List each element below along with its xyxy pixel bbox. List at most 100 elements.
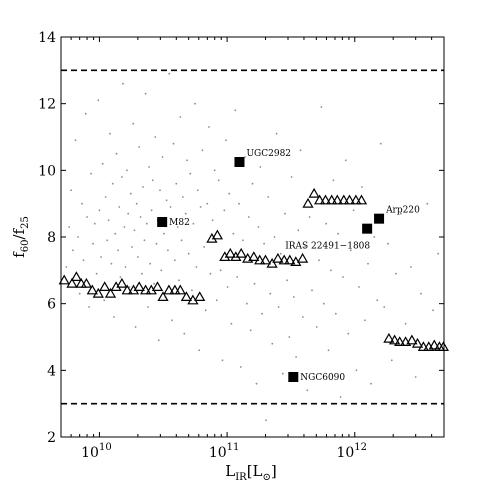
background-point xyxy=(128,286,131,288)
background-point xyxy=(269,292,272,295)
point-label: UGC2982 xyxy=(246,149,291,159)
background-point xyxy=(178,279,180,282)
background-point xyxy=(187,252,190,255)
triangle-point xyxy=(211,229,224,240)
x-tick-label: 1010 xyxy=(81,442,112,461)
triangle-point xyxy=(406,334,418,345)
background-point xyxy=(211,219,214,222)
background-point xyxy=(137,256,139,258)
background-point xyxy=(367,262,369,265)
background-point xyxy=(144,92,147,95)
background-point xyxy=(126,169,128,172)
background-point xyxy=(247,216,250,218)
triangle-point xyxy=(326,194,338,205)
background-point xyxy=(194,102,196,105)
x-tick-label: 1012 xyxy=(336,442,367,461)
background-point xyxy=(97,99,100,102)
background-point xyxy=(109,132,111,135)
background-point xyxy=(410,266,412,268)
background-point xyxy=(121,176,123,178)
background-point xyxy=(86,216,88,218)
background-point xyxy=(246,302,248,305)
background-point xyxy=(295,356,297,358)
background-point xyxy=(90,172,92,175)
background-point xyxy=(414,376,417,378)
background-point xyxy=(104,196,107,198)
background-point xyxy=(263,242,265,245)
background-point xyxy=(165,199,168,202)
background-point xyxy=(404,322,407,325)
background-point xyxy=(77,236,79,238)
background-point xyxy=(65,266,68,268)
background-point xyxy=(206,202,209,205)
triangle-point xyxy=(86,284,98,295)
background-point xyxy=(259,166,262,168)
background-point xyxy=(337,232,339,235)
background-point xyxy=(78,292,81,295)
background-point xyxy=(189,172,192,175)
triangle-point xyxy=(174,284,186,295)
triangle-point xyxy=(302,197,314,208)
triangle-point xyxy=(437,341,450,351)
triangle-point xyxy=(66,277,78,288)
background-point xyxy=(383,306,386,308)
point-label: Arp220 xyxy=(385,206,420,216)
background-point xyxy=(364,319,366,322)
background-point xyxy=(230,322,233,325)
background-point xyxy=(132,122,135,125)
triangle-point xyxy=(127,284,140,295)
triangle-point xyxy=(331,194,343,205)
triangle-point xyxy=(394,336,406,346)
background-point xyxy=(420,292,422,295)
labeled-point-marker xyxy=(288,372,299,382)
background-point xyxy=(100,256,102,258)
background-point xyxy=(355,369,358,372)
triangle-point xyxy=(248,251,260,261)
triangle-point xyxy=(266,257,278,268)
background-point xyxy=(154,136,157,138)
background-point xyxy=(141,272,143,275)
triangle-series xyxy=(58,187,450,351)
background-point xyxy=(322,302,325,305)
background-point xyxy=(92,242,94,245)
triangle-point xyxy=(92,287,104,298)
background-point xyxy=(117,249,119,252)
background-point xyxy=(93,222,96,225)
background-point xyxy=(70,189,72,192)
background-point xyxy=(160,269,163,272)
background-point xyxy=(249,329,252,332)
background-point xyxy=(161,156,164,158)
point-label: NGC6090 xyxy=(300,373,345,383)
y-tick-label: 4 xyxy=(47,363,56,379)
background-point xyxy=(151,179,154,182)
background-point xyxy=(118,206,121,208)
triangle-point xyxy=(169,284,181,295)
background-point xyxy=(236,276,239,278)
y-axis-label: f60/f25 xyxy=(10,216,31,258)
background-point xyxy=(301,316,304,318)
triangle-point xyxy=(139,284,152,295)
background-point xyxy=(134,326,137,328)
background-point xyxy=(225,139,227,142)
triangle-point xyxy=(230,251,242,261)
background-point xyxy=(373,236,376,238)
background-point xyxy=(179,116,182,118)
background-point xyxy=(244,156,246,158)
background-point xyxy=(168,72,171,75)
background-point xyxy=(199,206,202,208)
background-point xyxy=(133,229,136,232)
background-point xyxy=(437,252,440,255)
background-point xyxy=(232,232,235,235)
background-point xyxy=(147,306,149,308)
background-point xyxy=(122,82,124,85)
background-point xyxy=(113,316,115,318)
labeled-points: M82 UGC2982 Arp220 IRAS 22491−1808 NGC6090 xyxy=(157,149,420,383)
triangle-point xyxy=(104,287,117,298)
background-point xyxy=(150,209,153,212)
background-point xyxy=(318,259,320,262)
triangle-point xyxy=(296,252,309,263)
background-point xyxy=(267,196,270,198)
point-label: M82 xyxy=(169,218,190,228)
